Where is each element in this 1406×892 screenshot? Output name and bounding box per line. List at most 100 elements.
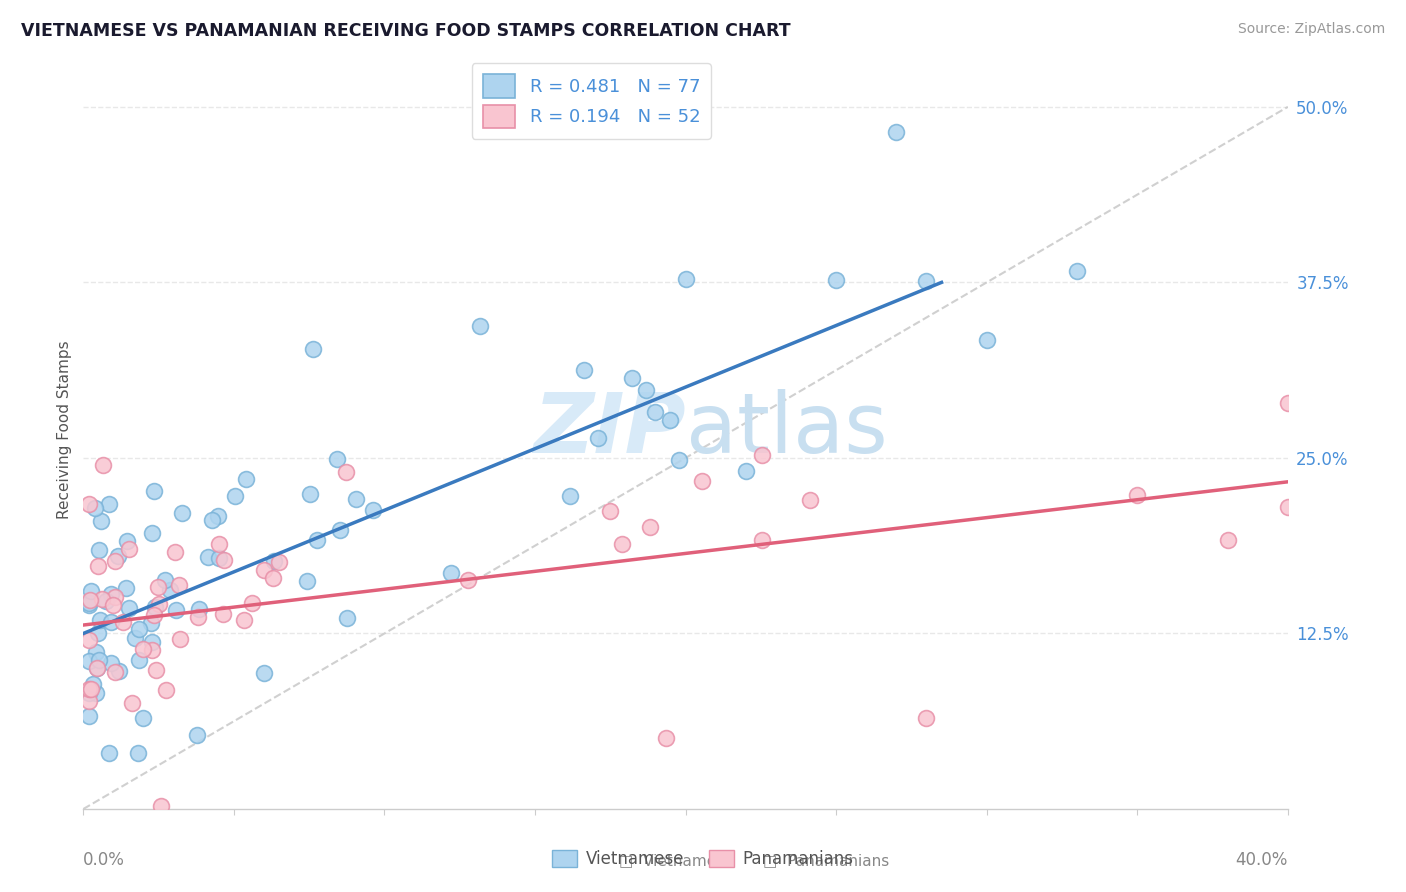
- Point: [89, 613, 111, 627]
- Point: [98, 746, 121, 760]
- Point: [344, 491, 367, 506]
- Text: Source: ZipAtlas.com: Source: ZipAtlas.com: [1237, 22, 1385, 37]
- Point: [155, 683, 177, 698]
- Point: [107, 665, 129, 679]
- Point: [301, 343, 323, 357]
- Text: 40.0%: 40.0%: [1236, 851, 1288, 869]
- Point: [79, 709, 101, 723]
- Point: [103, 599, 125, 613]
- Point: [79, 694, 101, 708]
- Point: [201, 513, 224, 527]
- Point: [335, 465, 357, 479]
- Point: [132, 642, 155, 657]
- Point: [91, 458, 114, 473]
- Point: [207, 508, 229, 523]
- Point: [751, 533, 773, 547]
- Point: [80, 682, 103, 697]
- Point: [79, 596, 101, 610]
- Point: [149, 798, 172, 813]
- Point: [124, 631, 146, 645]
- Point: [186, 728, 208, 742]
- Point: [212, 607, 235, 622]
- Point: [644, 405, 666, 419]
- Point: [127, 746, 149, 760]
- Point: [118, 541, 141, 556]
- Point: [825, 273, 848, 287]
- Legend: R = 0.481   N = 77, R = 0.194   N = 52: R = 0.481 N = 77, R = 0.194 N = 52: [472, 63, 711, 139]
- Point: [94, 594, 117, 608]
- Point: [143, 600, 166, 615]
- Point: [267, 555, 290, 569]
- Point: [468, 318, 491, 333]
- Point: [146, 580, 169, 594]
- Point: [167, 578, 190, 592]
- Point: [86, 660, 108, 674]
- Point: [148, 597, 170, 611]
- Text: atlas: atlas: [686, 389, 887, 470]
- Point: [100, 587, 122, 601]
- Point: [560, 489, 582, 503]
- Point: [298, 486, 321, 500]
- Text: □  Vietnamese      □  Panamanians: □ Vietnamese □ Panamanians: [619, 854, 889, 868]
- Point: [599, 504, 621, 518]
- Point: [79, 497, 101, 511]
- Point: [79, 599, 101, 613]
- Point: [169, 632, 191, 646]
- Point: [197, 550, 219, 565]
- Point: [87, 558, 110, 573]
- Point: [886, 125, 908, 139]
- Point: [84, 686, 107, 700]
- Point: [295, 574, 318, 588]
- Point: [638, 520, 661, 534]
- Point: [634, 383, 657, 397]
- Point: [187, 610, 209, 624]
- Point: [252, 563, 274, 577]
- Point: [659, 413, 682, 427]
- Point: [361, 503, 384, 517]
- Point: [329, 524, 352, 538]
- Point: [440, 566, 463, 581]
- Point: [610, 537, 633, 551]
- Point: [1277, 500, 1299, 514]
- Point: [208, 551, 231, 566]
- Point: [336, 611, 359, 625]
- Point: [976, 334, 998, 348]
- Point: [107, 549, 129, 563]
- Point: [690, 474, 713, 488]
- Point: [457, 573, 479, 587]
- Point: [141, 635, 163, 649]
- Point: [1066, 263, 1088, 277]
- Point: [79, 654, 101, 668]
- Point: [79, 686, 101, 700]
- Point: [139, 615, 162, 630]
- Point: [100, 656, 122, 670]
- Point: [188, 602, 211, 616]
- Point: [751, 448, 773, 462]
- Point: [240, 596, 263, 610]
- Point: [98, 497, 121, 511]
- Point: [90, 514, 112, 528]
- Point: [104, 590, 127, 604]
- Point: [165, 603, 187, 617]
- Point: [132, 711, 155, 725]
- Point: [142, 483, 165, 498]
- Point: [307, 533, 329, 548]
- Point: [87, 625, 110, 640]
- Point: [262, 571, 284, 585]
- Point: [118, 601, 141, 615]
- Point: [121, 697, 143, 711]
- Point: [263, 554, 285, 568]
- Point: [235, 472, 257, 486]
- Point: [128, 622, 150, 636]
- Point: [915, 711, 938, 725]
- Point: [143, 608, 166, 623]
- Point: [233, 613, 256, 627]
- Point: [87, 653, 110, 667]
- Point: [212, 553, 235, 567]
- Point: [620, 371, 643, 385]
- Point: [586, 431, 609, 445]
- Text: 0.0%: 0.0%: [83, 851, 125, 869]
- Point: [86, 661, 108, 675]
- Point: [84, 645, 107, 659]
- Point: [91, 592, 114, 607]
